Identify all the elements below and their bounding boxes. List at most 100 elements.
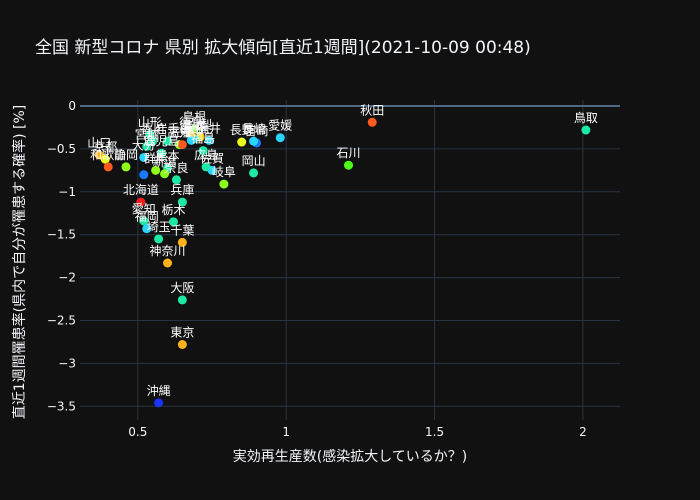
point-label: 埼玉 — [147, 220, 171, 234]
y-axis-ticks: 0 −0.5 −1 −1.5 −2 −2.5 −3 −3.5 — [47, 99, 76, 413]
y-tick-label: −3.5 — [47, 399, 76, 413]
point-label: 和歌山 — [90, 147, 126, 162]
point-label: 長野 — [230, 123, 254, 137]
y-tick-label: −3 — [58, 356, 76, 370]
data-point[interactable] — [367, 117, 377, 127]
point-label: 福井 — [197, 120, 221, 135]
data-point[interactable] — [177, 197, 187, 207]
gridlines — [80, 100, 620, 420]
point-label: 石川 — [337, 146, 361, 160]
point-label: 熊本 — [156, 148, 180, 163]
point-label: 山梨 — [188, 118, 212, 132]
point-label: 広島 — [194, 147, 218, 162]
point-label: 高知 — [167, 125, 191, 140]
data-point[interactable] — [121, 162, 131, 172]
point-label: 大阪 — [170, 281, 194, 295]
data-point[interactable] — [151, 165, 161, 175]
data-point[interactable] — [168, 217, 178, 227]
point-label: 大分 — [132, 138, 156, 152]
x-tick-label: 2 — [579, 425, 587, 439]
point-label: 鳥取 — [574, 110, 598, 125]
point-label: 山形 — [138, 115, 162, 129]
data-point[interactable] — [201, 162, 211, 172]
chart-title: 全国 新型コロナ 県別 拡大傾向[直近1週間](2021-10-09 00:48… — [35, 38, 531, 58]
point-label: 三重 — [170, 126, 194, 140]
point-label: 岡山 — [242, 154, 266, 168]
data-point[interactable] — [139, 170, 149, 180]
data-point[interactable] — [154, 398, 164, 408]
point-label: 東京 — [170, 326, 194, 340]
data-point[interactable] — [136, 197, 146, 207]
data-point[interactable] — [100, 154, 110, 164]
point-label: 鹿児島 — [144, 133, 180, 148]
y-tick-label: −2 — [58, 271, 76, 285]
point-label: 静岡 — [114, 148, 138, 162]
point-label: 秋田 — [360, 103, 384, 117]
point-label: 栃木 — [161, 203, 185, 217]
data-point[interactable] — [154, 234, 164, 244]
data-point[interactable] — [142, 141, 152, 151]
point-label: 山口 — [87, 136, 111, 150]
y-tick-label: −0.5 — [47, 142, 76, 156]
point-label: 青森 — [182, 119, 206, 134]
point-label: 島根 — [182, 109, 206, 124]
data-point[interactable] — [139, 216, 149, 226]
data-point[interactable] — [204, 135, 214, 145]
point-label: 岐阜 — [212, 165, 236, 179]
data-point[interactable] — [103, 162, 113, 172]
data-point[interactable] — [139, 152, 149, 162]
data-point[interactable] — [177, 237, 187, 247]
y-tick-label: −1.5 — [47, 228, 76, 242]
data-point[interactable] — [249, 136, 259, 146]
point-label: 岩手 — [156, 121, 180, 136]
point-label: 長崎 — [242, 122, 266, 136]
x-tick-label: 1.5 — [425, 425, 444, 439]
data-points — [94, 117, 591, 408]
point-label: 福島 — [191, 131, 215, 146]
point-label: 北海道 — [123, 182, 159, 197]
point-label: 佐賀 — [200, 151, 224, 165]
data-point[interactable] — [177, 295, 187, 305]
point-label: 千葉 — [170, 223, 194, 237]
data-point[interactable] — [581, 125, 591, 135]
point-label: 奈良 — [164, 160, 188, 175]
point-label: 兵庫 — [170, 183, 194, 197]
data-point[interactable] — [198, 146, 208, 156]
data-point[interactable] — [237, 137, 247, 147]
point-label: 福岡 — [135, 209, 159, 224]
point-label: 神奈川 — [150, 244, 186, 258]
x-axis-title: 実効再生産数(感染拡大しているか？) — [233, 448, 468, 465]
x-tick-label: 1 — [282, 425, 290, 439]
data-point[interactable] — [177, 340, 187, 350]
x-axis-ticks: 0.5 1 1.5 2 — [128, 425, 586, 439]
data-point[interactable] — [171, 175, 181, 185]
y-axis-title: 直近1週間罹患率(県内で自分が罹患する確率) [%] — [11, 105, 28, 420]
x-tick-label: 0.5 — [128, 425, 147, 439]
data-point[interactable] — [275, 133, 285, 143]
point-label: 徳島 — [179, 114, 203, 129]
data-point[interactable] — [148, 136, 158, 146]
data-point[interactable] — [145, 129, 155, 139]
y-tick-label: 0 — [68, 99, 76, 113]
y-tick-label: −2.5 — [47, 313, 76, 327]
data-point[interactable] — [344, 160, 354, 170]
point-label: 宮城 — [135, 126, 159, 141]
data-point[interactable] — [160, 169, 170, 179]
point-label: 宮崎 — [245, 123, 269, 138]
point-label: 香川 — [141, 122, 165, 136]
data-point[interactable] — [177, 140, 187, 150]
data-point[interactable] — [163, 136, 173, 146]
data-point[interactable] — [142, 224, 152, 234]
point-label: 京都 — [93, 140, 117, 154]
point-label: 愛媛 — [268, 119, 292, 133]
data-point[interactable] — [186, 135, 196, 145]
data-point[interactable] — [157, 148, 167, 158]
point-label: 沖縄 — [147, 383, 171, 398]
point-label: 群馬 — [144, 151, 168, 165]
point-label: 愛知 — [132, 202, 156, 216]
data-point[interactable] — [219, 179, 229, 189]
y-tick-label: −1 — [58, 185, 76, 199]
data-point[interactable] — [249, 168, 259, 178]
data-point[interactable] — [163, 258, 173, 268]
